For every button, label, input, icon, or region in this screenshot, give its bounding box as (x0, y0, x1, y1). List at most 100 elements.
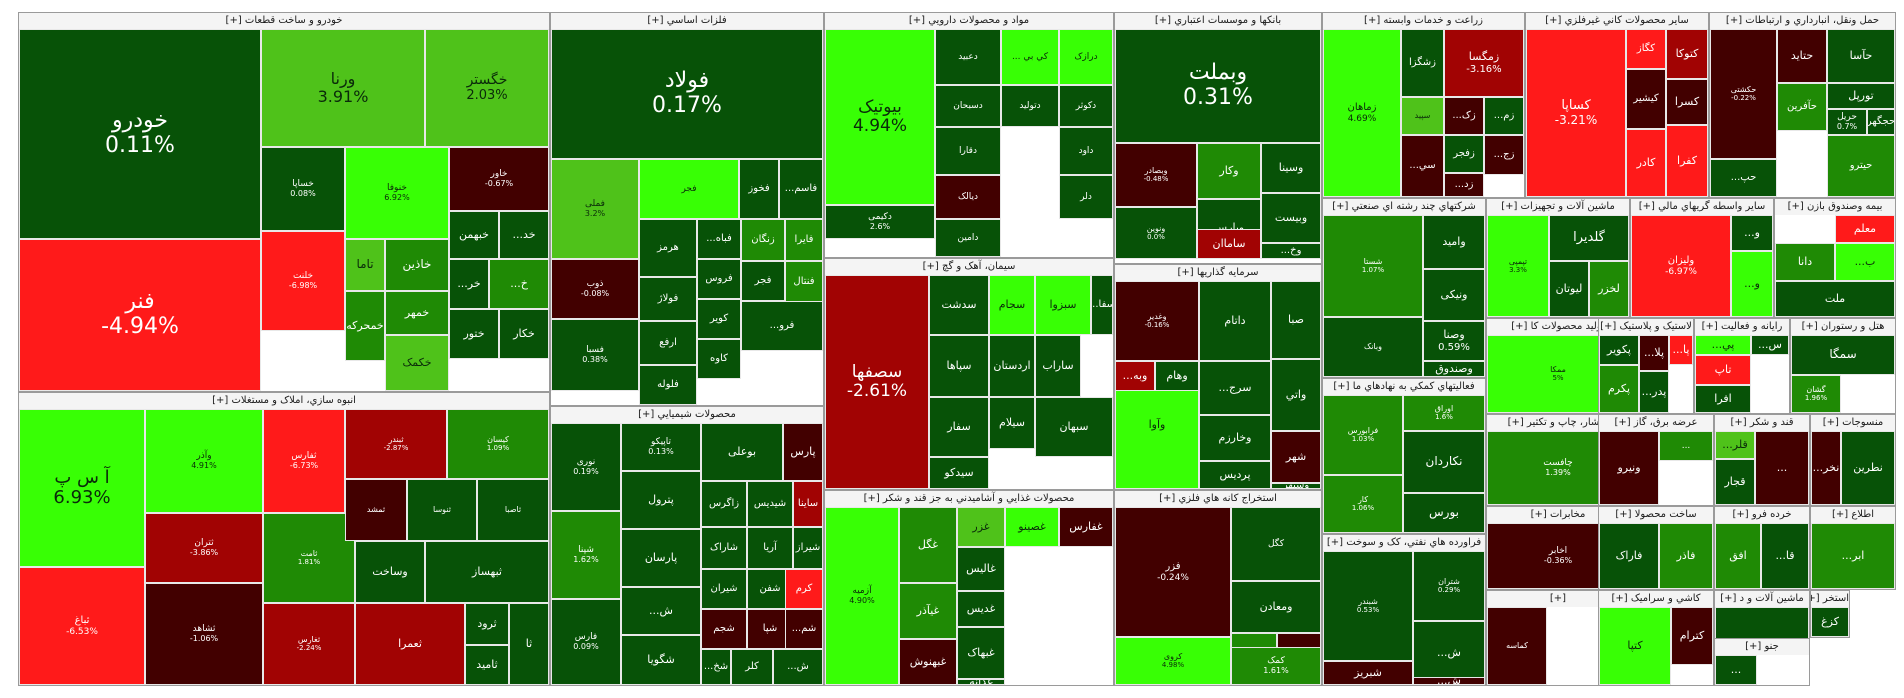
stock-tile[interactable]: داتام (1199, 281, 1271, 361)
sector-title[interactable]: حمل ونقل، انبارداري و ارتباطات [+] (1710, 13, 1895, 29)
stock-tile[interactable]: خودرو 0.11% (19, 29, 261, 239)
stock-tile[interactable]: داود (1059, 127, 1113, 175)
stock-tile[interactable]: دتولید (1001, 85, 1059, 127)
sector-title[interactable]: ساير واسطه گريهاي مالي [+] (1631, 199, 1773, 215)
stock-tile[interactable]: ونوین 0.0% (1115, 207, 1197, 259)
stock-tile[interactable]: ابر... (1811, 523, 1895, 589)
stock-tile[interactable]: شاراک (701, 527, 747, 569)
stock-tile[interactable]: دامین (935, 219, 1001, 257)
stock-tile[interactable]: تاپ (1695, 355, 1751, 385)
sector-title[interactable]: فلزات اساسي [+] (551, 13, 823, 29)
stock-tile[interactable]: زک... (1444, 97, 1484, 135)
sector-title[interactable]: عرضه برق، گاز [+] (1599, 415, 1713, 431)
stock-tile[interactable]: خاور -0.67% (449, 147, 549, 211)
stock-tile[interactable]: پي... (1695, 335, 1751, 355)
stock-tile[interactable]: سبهان (1035, 397, 1113, 457)
stock-tile[interactable]: خ... (489, 259, 549, 309)
stock-tile[interactable]: غگل (899, 507, 957, 583)
sector-title[interactable]: خرده فرو [+] (1715, 507, 1809, 523)
stock-tile[interactable]: شیراز (793, 527, 823, 569)
sector-title[interactable]: قند و شکر [+] (1715, 415, 1809, 431)
sector-title[interactable]: انتشار، چاپ و تکثير [+] (1487, 415, 1629, 431)
stock-tile[interactable]: حتاید (1777, 29, 1827, 83)
stock-tile[interactable]: پترول (621, 471, 701, 529)
stock-tile[interactable]: دانا (1775, 243, 1835, 281)
stock-tile[interactable]: سپید (1401, 97, 1444, 135)
stock-tile[interactable]: غدانه (957, 679, 1005, 685)
stock-tile[interactable]: وخارزم (1199, 415, 1271, 461)
stock-tile[interactable]: افق (1715, 523, 1761, 589)
stock-tile[interactable]: زج... (1484, 135, 1524, 175)
stock-tile[interactable]: ش... (773, 649, 823, 685)
stock-tile[interactable]: بورس (1403, 493, 1485, 533)
stock-tile[interactable]: کتوکا (1666, 29, 1708, 79)
stock-tile[interactable]: غصینو (1005, 507, 1059, 547)
stock-tile[interactable]: پا... (1669, 335, 1693, 365)
stock-tile[interactable]: پارسان (621, 529, 701, 587)
stock-tile[interactable]: کفرا (1666, 125, 1708, 197)
stock-tile[interactable]: کتپا (1599, 607, 1671, 685)
stock-tile[interactable]: افرا (1695, 385, 1751, 413)
stock-tile[interactable]: وبصادر -0.48% (1115, 143, 1197, 207)
stock-tile[interactable]: قجار (1715, 459, 1755, 505)
stock-tile[interactable]: کزغ (1811, 607, 1849, 637)
stock-tile[interactable]: غفارس (1059, 507, 1113, 547)
sector-title[interactable]: اطلاع [+] (1811, 507, 1895, 523)
stock-tile[interactable]: ورنا 3.91% (261, 29, 425, 147)
stock-tile[interactable]: نخر... (1811, 431, 1841, 505)
stock-tile[interactable]: دکیمی 2.6% (825, 205, 935, 239)
sector-title[interactable]: ماشين آلات و تجهيزات [+] (1487, 199, 1629, 215)
stock-tile[interactable]: کي بي ... (1001, 29, 1059, 85)
stock-tile[interactable]: وآذر 4.91% (145, 409, 263, 513)
stock-tile[interactable]: زاگرس (701, 481, 747, 527)
stock-tile[interactable]: نوری 0.19% (551, 423, 621, 511)
stock-tile[interactable]: کرم (785, 569, 823, 609)
stock-tile[interactable]: سیلام (989, 397, 1035, 449)
stock-tile[interactable]: آریا (747, 527, 793, 569)
stock-tile[interactable]: پارس (783, 423, 823, 481)
stock-tile[interactable]: ملت (1775, 281, 1895, 317)
stock-tile[interactable]: خر... (449, 259, 489, 309)
stock-tile[interactable]: کگل (1231, 507, 1321, 581)
stock-tile[interactable]: ثاصبا (477, 479, 549, 541)
stock-tile[interactable]: بیوتیک 4.94% (825, 29, 935, 205)
stock-tile[interactable]: کاوه (697, 339, 741, 379)
stock-tile[interactable]: فروس (697, 259, 741, 299)
stock-tile[interactable]: ونیرو (1599, 431, 1659, 505)
stock-tile[interactable]: ثشاهد -1.06% (145, 583, 263, 685)
stock-tile[interactable]: تاپیکو 0.13% (621, 423, 701, 471)
stock-tile[interactable]: ... (1715, 655, 1757, 685)
stock-tile[interactable]: ونیکی (1423, 269, 1485, 321)
stock-tile[interactable]: شگویا (621, 635, 701, 685)
stock-tile[interactable]: خمهر (385, 291, 449, 335)
stock-tile[interactable]: ثتران -3.86% (145, 513, 263, 583)
stock-tile[interactable]: خنوفا 6.92% (345, 147, 449, 239)
sector-title[interactable]: سرمايه گذاريها [+] (1115, 265, 1321, 281)
stock-tile[interactable]: تاما (345, 239, 385, 291)
stock-tile[interactable]: واتي (1271, 359, 1321, 431)
sector-title[interactable]: محصولات شيميايي [+] (551, 407, 823, 423)
stock-tile[interactable]: کگاز (1626, 29, 1666, 69)
stock-tile[interactable]: فخوز (739, 159, 779, 219)
stock-tile[interactable]: وبملت 0.31% (1115, 29, 1321, 143)
stock-tile[interactable]: زشگزا (1401, 29, 1444, 97)
stock-tile[interactable]: شبریز (1323, 661, 1413, 685)
stock-tile[interactable]: فجر (741, 261, 785, 301)
stock-tile[interactable]: سجام (989, 275, 1035, 335)
stock-tile[interactable]: س... (1751, 335, 1789, 355)
stock-tile[interactable]: غیآذر (899, 583, 957, 639)
stock-tile[interactable]: پکویر (1599, 335, 1639, 365)
sector-title[interactable]: [+] (1487, 591, 1629, 607)
stock-tile[interactable]: غدیس (957, 591, 1005, 627)
stock-tile[interactable]: فولاد 0.17% (551, 29, 823, 159)
stock-tile[interactable]: ساراب (1035, 335, 1081, 397)
stock-tile[interactable]: کار 1.06% (1323, 475, 1403, 533)
stock-tile[interactable]: ثغارس -2.24% (263, 603, 355, 685)
stock-tile[interactable]: فنتال (785, 261, 823, 303)
stock-tile[interactable]: هرمز (639, 219, 697, 277)
stock-tile[interactable]: ساماان (1197, 229, 1261, 259)
stock-tile[interactable]: خد... (499, 211, 549, 259)
stock-tile[interactable]: دقارا (935, 127, 1001, 175)
stock-tile[interactable]: خبهمن (449, 211, 499, 259)
stock-tile[interactable]: و... (1731, 251, 1773, 317)
